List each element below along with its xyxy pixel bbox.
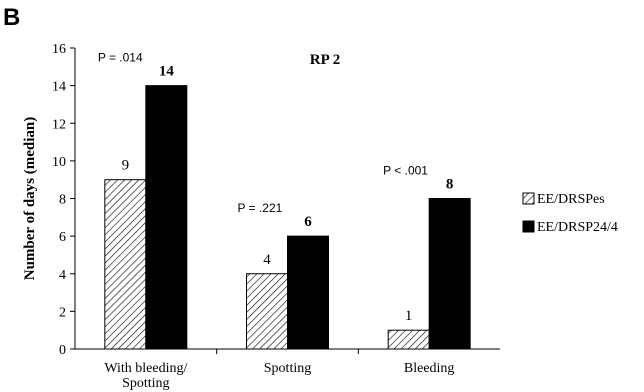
y-tick-label: 10: [52, 155, 66, 170]
y-tick-label: 0: [59, 343, 66, 358]
bar-ee-drsp24-4: [287, 235, 329, 350]
legend: EE/DRSPes EE/DRSP24/4: [522, 192, 618, 235]
bar-value-label: 4: [263, 252, 271, 268]
data-labels: 9 14 P = .014 4 6 P = .221 1 8 P < .001: [98, 51, 454, 325]
y-tick-label: 16: [52, 42, 66, 57]
x-tick-label: Spotting: [264, 361, 311, 376]
chart-title: RP 2: [310, 52, 340, 68]
y-tick-label: 6: [59, 230, 66, 245]
bar-value-label: 9: [122, 158, 130, 174]
x-tick-label: Spotting: [122, 376, 169, 391]
bar-value-label: 14: [159, 64, 175, 80]
panel-label: B: [3, 4, 21, 31]
y-tick-label: 14: [52, 80, 66, 95]
bar-ee-drspes: [104, 179, 147, 350]
p-value-annotation: P = .014: [98, 51, 143, 65]
x-tick-label: Bleeding: [404, 361, 455, 376]
bar-ee-drspes: [387, 329, 430, 350]
y-axis-label: Number of days (median): [22, 117, 38, 280]
legend-item-label: EE/DRSPes: [537, 192, 605, 207]
bar-value-label: 8: [446, 177, 454, 193]
bar-value-label: 1: [405, 308, 413, 324]
y-tick-label: 8: [59, 193, 66, 208]
y-tick-label: 4: [59, 268, 66, 283]
bars: [104, 85, 471, 350]
p-value-annotation: P = .221: [238, 201, 283, 215]
bar-ee-drsp24-4: [428, 198, 471, 350]
bar-ee-drsp24-4: [145, 85, 188, 350]
bar-value-label: 6: [304, 214, 312, 230]
y-tick-label: 2: [59, 305, 66, 320]
p-value-annotation: P < .001: [383, 164, 428, 178]
x-tick-label: With bleeding/: [104, 361, 187, 376]
y-tick-label: 12: [52, 117, 66, 132]
legend-swatch: [522, 192, 535, 205]
legend-item-label: EE/DRSP24/4: [537, 220, 618, 235]
bar-ee-drspes: [246, 273, 288, 350]
legend-swatch: [522, 220, 535, 233]
